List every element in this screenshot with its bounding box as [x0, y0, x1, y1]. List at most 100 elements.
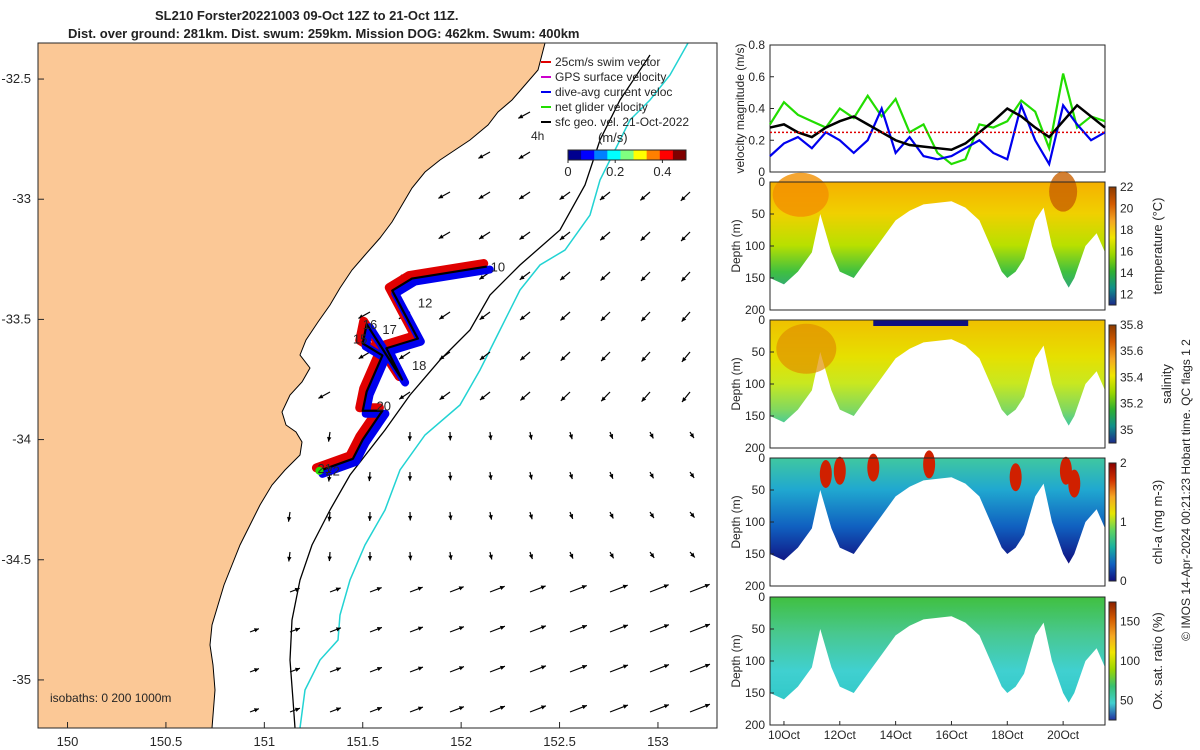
colorbar-segment	[581, 150, 595, 160]
velocity-y-tick-label: 0.6	[748, 70, 765, 84]
colorbar-segment	[568, 150, 582, 160]
current-vector	[640, 271, 651, 282]
colorbar-label: salinity	[1159, 364, 1174, 404]
depth-tick-label: 150	[745, 271, 765, 285]
warm-patch	[772, 172, 829, 217]
current-vector	[600, 311, 611, 322]
depth-tick-label: 150	[745, 409, 765, 423]
current-vector	[407, 431, 413, 441]
velocity-y-tick-label: 0	[758, 165, 765, 179]
chla-bloom	[819, 460, 832, 488]
warm-patch	[1049, 171, 1078, 212]
depth-tick-label: 50	[752, 483, 766, 497]
net-track-line	[319, 265, 487, 472]
day-label: 21	[317, 461, 331, 476]
current-vector	[488, 511, 493, 520]
current-vector	[600, 391, 611, 402]
time-tick-label: 16Oct	[935, 728, 968, 742]
current-vector	[569, 511, 574, 520]
current-vector	[681, 391, 691, 403]
current-vector	[488, 471, 493, 480]
colorbar-tick-label: 35.6	[1120, 344, 1144, 358]
current-vector	[407, 511, 413, 521]
legend-entry: dive-avg current veloc	[555, 85, 672, 99]
current-vector	[398, 351, 411, 360]
current-vector	[327, 511, 332, 522]
current-vector	[287, 511, 292, 522]
current-vector	[439, 351, 451, 360]
isobaths-label: isobaths: 0 200 1000m	[50, 691, 171, 705]
current-vector	[680, 231, 691, 242]
current-vector	[369, 706, 383, 713]
current-vector	[609, 551, 615, 559]
chart-title-line2: Dist. over ground: 281km. Dist. swum: 25…	[68, 26, 580, 41]
day-label: 15	[353, 331, 367, 346]
day-label: 20	[377, 399, 391, 414]
chla-bloom	[833, 456, 846, 485]
current-vector	[358, 351, 371, 360]
land-mass	[38, 43, 546, 728]
current-vector	[287, 551, 292, 562]
map-x-tick-label: 152	[450, 734, 472, 749]
chla-bloom	[867, 453, 880, 482]
current-vector	[689, 511, 695, 519]
chla-bloom	[923, 450, 936, 479]
depth-axis-label: Depth (m)	[730, 495, 743, 548]
current-vector	[369, 626, 383, 633]
current-vector	[479, 311, 491, 321]
colorbar-tick-label: 2	[1120, 456, 1127, 470]
current-vector	[569, 704, 588, 713]
heatmap-field	[770, 182, 1105, 288]
depth-tick-label: 0	[758, 313, 765, 327]
map-axes-frame	[37, 42, 718, 729]
current-vector	[689, 663, 711, 673]
colorbar-tick-label: 0	[1120, 574, 1127, 588]
velocity-series-line	[769, 103, 1106, 152]
current-vector	[249, 708, 260, 713]
day-label: 18	[412, 358, 426, 373]
current-vector	[289, 587, 300, 593]
current-vector	[569, 664, 588, 673]
current-vector	[289, 707, 301, 713]
current-vector	[478, 151, 491, 159]
velocity-y-label: velocity magnitude (m/s)	[733, 43, 747, 173]
colorbar-unit: (m/s)	[598, 130, 628, 145]
chla-bloom	[1009, 463, 1022, 492]
current-vector	[559, 191, 571, 201]
depth-tick-label: 200	[745, 303, 765, 317]
depth-tick-label: 100	[745, 377, 765, 391]
colorbar-segment	[659, 150, 674, 160]
velocity-y-tick-label: 0.2	[748, 133, 765, 147]
time-tick-label: 18Oct	[991, 728, 1024, 742]
current-vector	[528, 551, 534, 560]
current-vector	[329, 707, 342, 713]
colorbar-tick-label: 100	[1120, 654, 1140, 668]
time-tick-label: 10Oct	[768, 728, 801, 742]
time-tick-label: 12Oct	[824, 728, 857, 742]
depth-tick-label: 100	[745, 515, 765, 529]
map-x-tick-label: 151	[253, 734, 275, 749]
map-y-tick-label: -32.5	[1, 71, 31, 86]
current-vector	[569, 551, 574, 559]
velocity-series-line	[769, 101, 1106, 167]
legend-entry: net glider velocity	[555, 100, 648, 114]
map-y-tick-label: -34	[12, 432, 31, 447]
current-vector	[369, 666, 383, 673]
current-vector	[609, 664, 629, 673]
current-vector	[327, 431, 332, 442]
day-label: 17	[382, 322, 396, 337]
glider-track	[311, 259, 494, 478]
colorbar-tick-label: 0.2	[606, 164, 624, 179]
colorbar-tick-label: 0	[564, 164, 571, 179]
current-vector	[489, 585, 505, 593]
depth-axis-label: Depth (m)	[730, 357, 743, 410]
current-vector	[528, 471, 533, 480]
current-vector	[478, 231, 491, 240]
current-vector	[600, 351, 611, 362]
map-x-tick-label: 151.5	[346, 734, 379, 749]
colorbar-tick-label: 20	[1120, 201, 1134, 215]
current-vector	[488, 431, 493, 441]
map-y-ticks: -32.5 -33 -33.5 -34 -34.5 -35	[1, 71, 44, 687]
legend-entry: GPS surface velocity	[555, 70, 666, 84]
